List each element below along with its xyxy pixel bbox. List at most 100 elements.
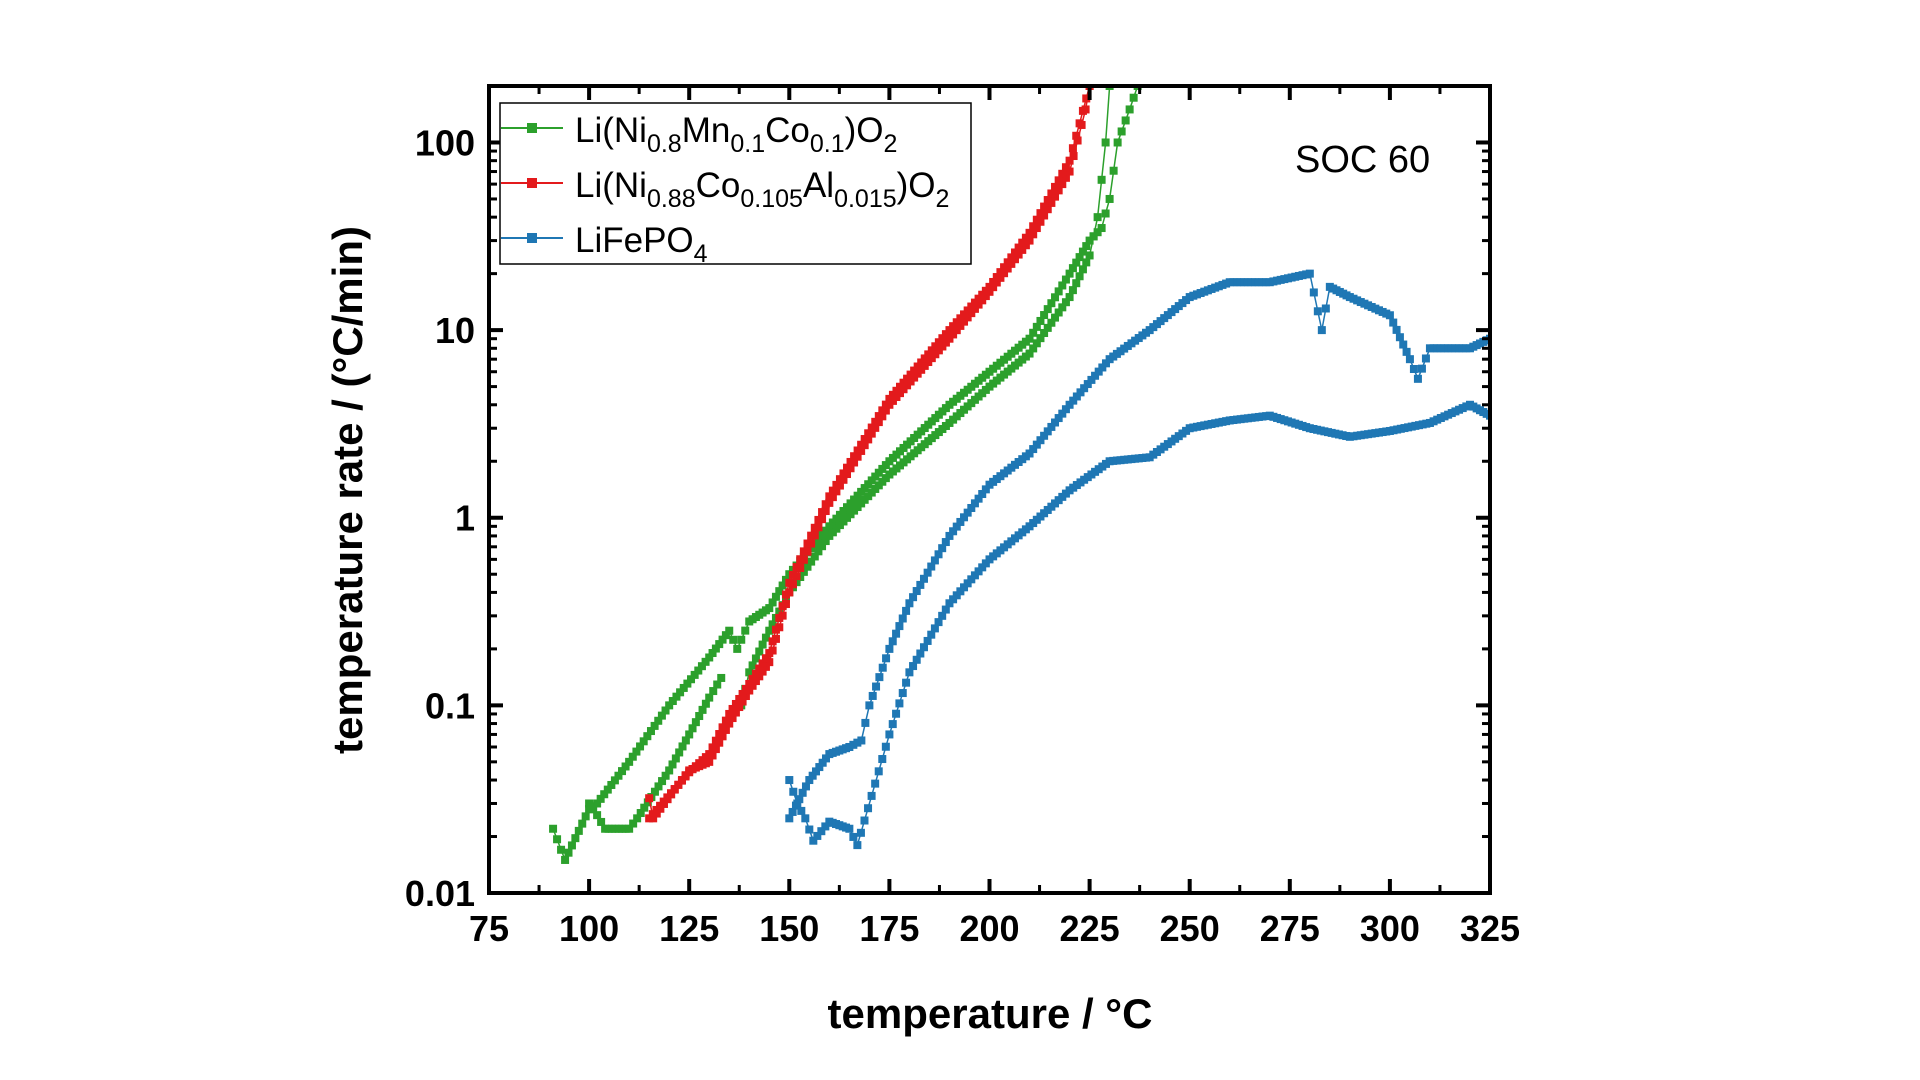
data-point — [898, 614, 907, 623]
data-point — [1054, 176, 1063, 185]
data-point — [600, 790, 609, 799]
data-point — [885, 394, 894, 403]
data-point — [658, 777, 667, 786]
legend-m1: Co — [696, 166, 741, 205]
data-point — [671, 754, 680, 763]
data-point — [1085, 236, 1094, 245]
data-point — [589, 805, 598, 814]
data-point — [989, 277, 998, 286]
data-point — [1309, 288, 1318, 297]
data-point — [810, 523, 819, 532]
data-point — [1097, 175, 1106, 184]
data-point — [581, 812, 590, 821]
x-tick-label: 125 — [659, 908, 719, 949]
data-point — [708, 649, 717, 658]
data-point — [882, 654, 891, 663]
data-point — [867, 791, 876, 800]
x-tick-label: 175 — [859, 908, 919, 949]
data-point — [625, 757, 634, 766]
data-point — [1061, 173, 1070, 182]
data-point — [795, 795, 804, 804]
data-point — [1078, 247, 1087, 256]
legend-base: Li(Ni — [575, 111, 647, 150]
data-point — [888, 390, 897, 399]
data-point — [849, 832, 858, 841]
data-point — [1078, 265, 1087, 274]
data-point — [771, 625, 780, 634]
data-point — [809, 836, 818, 845]
legend-base: LiFePO — [575, 221, 694, 260]
data-point — [813, 831, 822, 840]
data-point — [561, 855, 570, 864]
data-point — [675, 748, 684, 757]
data-point — [849, 740, 858, 749]
data-point — [1072, 258, 1081, 267]
data-point — [633, 814, 642, 823]
data-point — [912, 655, 921, 664]
data-point — [1025, 334, 1034, 343]
data-point — [805, 825, 814, 834]
data-point — [1091, 371, 1100, 380]
x-tick-label: 275 — [1260, 908, 1320, 949]
data-point — [781, 590, 790, 599]
data-point — [888, 637, 897, 646]
data-point — [945, 334, 954, 343]
data-point — [888, 720, 897, 729]
legend-s1: 0.8 — [647, 130, 682, 158]
data-point — [1054, 308, 1063, 317]
data-point — [1054, 287, 1063, 296]
data-point — [755, 664, 764, 673]
data-point — [751, 654, 760, 663]
data-point — [1068, 286, 1077, 295]
data-point — [835, 475, 844, 484]
data-point — [949, 527, 958, 536]
data-point — [1025, 349, 1034, 358]
data-point — [1000, 263, 1009, 272]
legend-item: Li(Ni0.88Co0.105Al0.015)O2 — [501, 166, 949, 213]
data-point — [685, 730, 694, 739]
data-point — [850, 452, 859, 461]
data-point — [799, 547, 808, 556]
legend-m2: Co — [765, 111, 810, 150]
data-point — [815, 763, 824, 772]
data-point — [811, 767, 820, 776]
data-point — [654, 716, 663, 725]
data-point — [1101, 209, 1110, 218]
annotation-soc: SOC 60 — [1295, 139, 1430, 181]
data-point — [818, 542, 827, 551]
data-point — [1072, 392, 1081, 401]
data-point — [1121, 116, 1130, 125]
data-point — [1082, 258, 1091, 267]
data-point — [1058, 303, 1067, 312]
data-point — [596, 794, 605, 803]
data-point — [792, 563, 801, 572]
series-1 — [645, 86, 1094, 823]
data-point — [949, 330, 958, 339]
data-point — [857, 736, 866, 745]
y-tick-label: 0.1 — [425, 685, 475, 726]
data-point — [748, 661, 757, 670]
data-point — [927, 346, 936, 355]
data-point — [796, 555, 805, 564]
data-point — [1040, 311, 1049, 320]
data-point — [1093, 228, 1102, 237]
data-point — [659, 797, 668, 806]
data-point — [1083, 380, 1092, 389]
data-point — [1321, 304, 1330, 313]
data-point — [1117, 127, 1126, 136]
data-point — [721, 631, 730, 640]
data-point — [665, 766, 674, 775]
data-point — [553, 835, 562, 844]
legend-marker — [527, 178, 537, 188]
data-point — [768, 637, 777, 646]
data-point — [1040, 202, 1049, 211]
data-point — [930, 624, 939, 633]
data-point — [967, 503, 976, 512]
data-point — [785, 578, 794, 587]
data-point — [805, 776, 814, 785]
data-point — [1085, 251, 1094, 260]
data-point — [758, 659, 767, 668]
data-point — [728, 714, 737, 723]
data-point — [919, 643, 928, 652]
data-point — [625, 824, 634, 833]
